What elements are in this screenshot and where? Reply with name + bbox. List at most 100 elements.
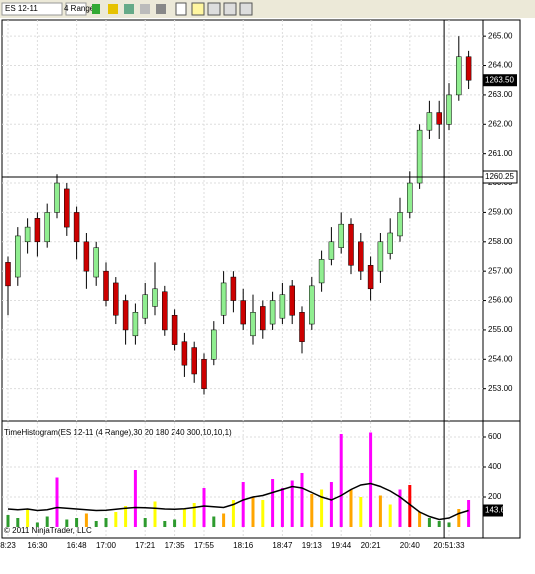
x-tick-label: 17:00 xyxy=(96,541,117,550)
y-tick-label: 265.00 xyxy=(488,31,513,40)
volume-bar xyxy=(271,479,275,527)
x-tick-label: 19:44 xyxy=(331,541,352,550)
candle-body xyxy=(397,212,403,237)
candle-body xyxy=(211,329,217,360)
candle-body xyxy=(309,285,315,325)
x-tick-label: 16:30 xyxy=(27,541,48,550)
candle-body xyxy=(220,282,227,316)
x-tick-label: 17:55 xyxy=(194,541,215,550)
tool-icon[interactable] xyxy=(124,4,134,14)
candle-body xyxy=(348,223,354,266)
y-tick-label: 261.00 xyxy=(488,149,513,158)
icon[interactable] xyxy=(239,2,253,16)
candle-body xyxy=(103,270,109,301)
candle-body xyxy=(456,56,462,96)
candle-body xyxy=(250,312,256,337)
candle-body xyxy=(387,232,393,254)
candle-body xyxy=(83,241,90,272)
toolbar-icons xyxy=(92,2,253,16)
chart-frame xyxy=(1,19,521,539)
candle-body xyxy=(73,212,80,243)
volume-bar xyxy=(398,489,402,527)
candle-body xyxy=(465,56,472,81)
candle-body xyxy=(240,300,246,325)
candle-body xyxy=(44,212,50,243)
bar-type-icon[interactable] xyxy=(92,4,100,14)
volume-bar xyxy=(378,495,382,527)
volume-bar xyxy=(310,494,314,527)
volume-bar xyxy=(418,512,422,527)
y-tick-label: 259.00 xyxy=(488,208,513,217)
volume-bar xyxy=(427,518,431,527)
candle-body xyxy=(377,241,384,272)
period[interactable]: 4 Range xyxy=(64,4,95,13)
candle-body xyxy=(171,314,178,345)
x-tick-label: 16:48 xyxy=(67,541,88,550)
candle-body xyxy=(54,182,60,213)
y-tick-label: 258.00 xyxy=(488,237,513,246)
candle-body xyxy=(142,294,148,319)
y-tick-label: 255.00 xyxy=(488,325,513,334)
candle-body xyxy=(299,312,305,342)
candle-body xyxy=(93,247,99,278)
last-price-label: 1263.50 xyxy=(485,75,514,84)
average-line xyxy=(7,482,469,521)
volume-bar xyxy=(320,489,324,527)
volume-bar xyxy=(16,518,20,527)
icon[interactable] xyxy=(207,2,221,16)
x-tick-label: 17:21 xyxy=(135,541,156,550)
candle-body xyxy=(34,218,41,243)
candle-body xyxy=(5,262,11,287)
volume-bar xyxy=(339,434,343,527)
x-tick-label: 17:35 xyxy=(165,541,186,550)
instrument-box[interactable] xyxy=(1,2,63,16)
crosshair-icon[interactable] xyxy=(156,4,166,14)
instrument[interactable]: ES 12-11 xyxy=(5,4,38,13)
candle-body xyxy=(289,285,295,316)
candle-body xyxy=(358,241,364,272)
copyright: © 2011 NinjaTrader, LLC xyxy=(4,526,92,535)
candle-body xyxy=(122,300,129,331)
volume-bar xyxy=(231,500,235,527)
volume-bar xyxy=(104,518,108,527)
candle-body xyxy=(367,265,374,290)
candle-body xyxy=(64,188,70,228)
icon[interactable] xyxy=(223,2,237,16)
y-tick-label: 263.00 xyxy=(488,90,513,99)
last-price-box xyxy=(483,74,517,87)
period-box[interactable] xyxy=(65,2,87,16)
indicator-title: TimeHistogram(ES 12-11 (4 Range),30 20 1… xyxy=(4,428,232,437)
volume-bar xyxy=(182,509,186,527)
volume-bar xyxy=(300,473,304,527)
x-tick-label: 8:23 xyxy=(0,541,16,550)
icon[interactable] xyxy=(191,2,205,16)
y-tick-label: 200 xyxy=(488,492,502,501)
volume-bar xyxy=(143,518,147,527)
page-icon[interactable] xyxy=(175,2,187,16)
volume-bar xyxy=(222,513,226,527)
y-tick-label: 264.00 xyxy=(488,61,513,70)
y-tick-label: 600 xyxy=(488,432,502,441)
volume-bar xyxy=(6,515,10,527)
candle-body xyxy=(318,259,325,284)
y-tick-label: 256.00 xyxy=(488,296,513,305)
candle-body xyxy=(426,112,433,131)
candle-body xyxy=(260,306,266,331)
candle-body xyxy=(279,294,286,319)
draw-icon[interactable] xyxy=(108,4,118,14)
volume-bar xyxy=(280,488,284,527)
candle-body xyxy=(152,288,158,307)
volume-bar xyxy=(45,516,49,527)
y-tick-label: 254.00 xyxy=(488,354,513,363)
volume-bar xyxy=(192,503,196,527)
candle-body xyxy=(24,226,31,243)
tool-icon[interactable] xyxy=(140,4,150,14)
candle-body xyxy=(328,241,335,260)
volume-bar xyxy=(457,509,461,527)
candle-body xyxy=(416,129,423,184)
y-tick-label: 257.00 xyxy=(488,266,513,275)
volume-bar xyxy=(388,504,392,527)
volume-bar xyxy=(241,482,245,527)
x-tick-label: 20:51:33 xyxy=(433,541,465,550)
current-value-label: 143.6 xyxy=(485,506,506,515)
